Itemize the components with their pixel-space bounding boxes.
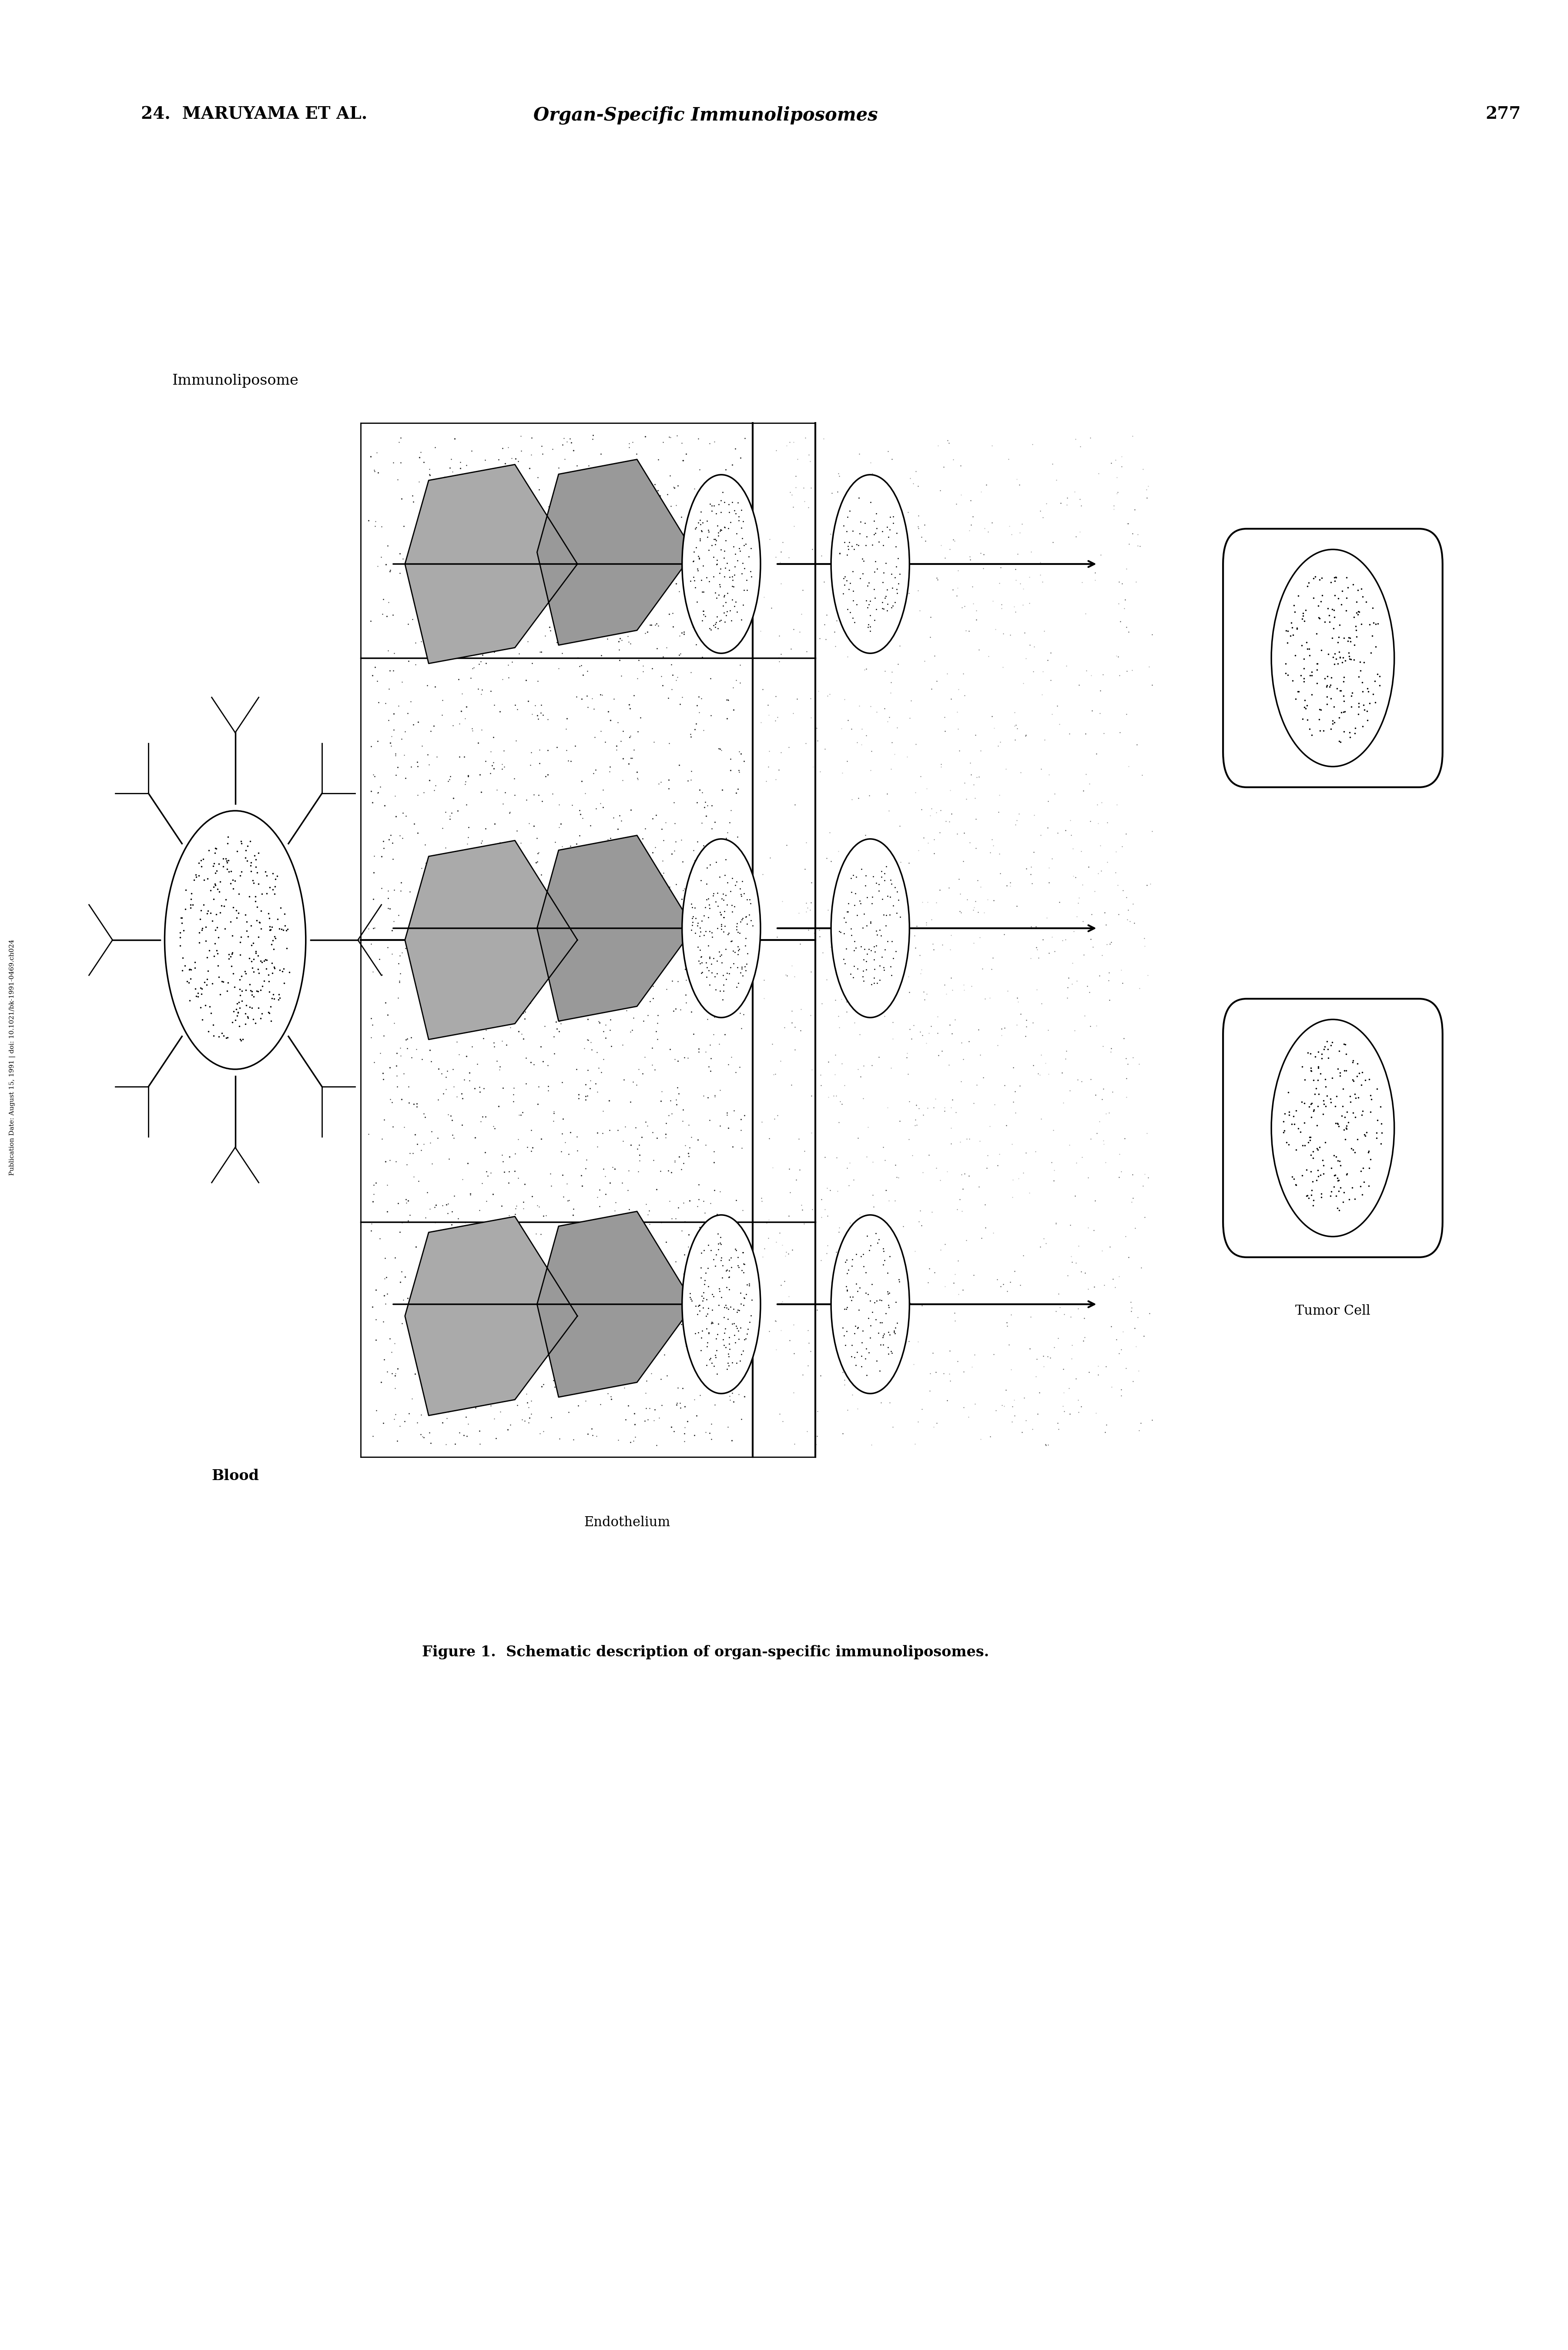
Ellipse shape (831, 1215, 909, 1394)
Polygon shape (405, 1217, 577, 1415)
Text: Figure 1.  Schematic description of organ-specific immunoliposomes.: Figure 1. Schematic description of organ… (422, 1645, 989, 1659)
Polygon shape (536, 1210, 693, 1398)
Ellipse shape (1272, 1020, 1394, 1236)
Ellipse shape (682, 839, 760, 1018)
Ellipse shape (1272, 550, 1394, 766)
Text: Immunoliposome: Immunoliposome (172, 374, 298, 388)
FancyBboxPatch shape (1223, 529, 1443, 787)
Text: Publication Date: August 15, 1991 | doi: 10.1021/bk-1991-0469.ch024: Publication Date: August 15, 1991 | doi:… (9, 940, 16, 1175)
Polygon shape (536, 458, 693, 646)
Polygon shape (405, 465, 577, 663)
Ellipse shape (682, 475, 760, 653)
Text: Endothelium: Endothelium (583, 1516, 671, 1530)
Ellipse shape (682, 1215, 760, 1394)
Ellipse shape (165, 811, 306, 1069)
FancyBboxPatch shape (1223, 999, 1443, 1257)
Polygon shape (405, 841, 577, 1039)
Text: Tumor Cell: Tumor Cell (1295, 1304, 1370, 1318)
Polygon shape (536, 834, 693, 1022)
Ellipse shape (831, 475, 909, 653)
Text: Blood: Blood (212, 1469, 259, 1483)
Text: 277: 277 (1485, 106, 1521, 122)
Text: Organ-Specific Immunoliposomes: Organ-Specific Immunoliposomes (533, 106, 878, 125)
Text: 24.  MARUYAMA ET AL.: 24. MARUYAMA ET AL. (141, 106, 367, 122)
Ellipse shape (831, 839, 909, 1018)
